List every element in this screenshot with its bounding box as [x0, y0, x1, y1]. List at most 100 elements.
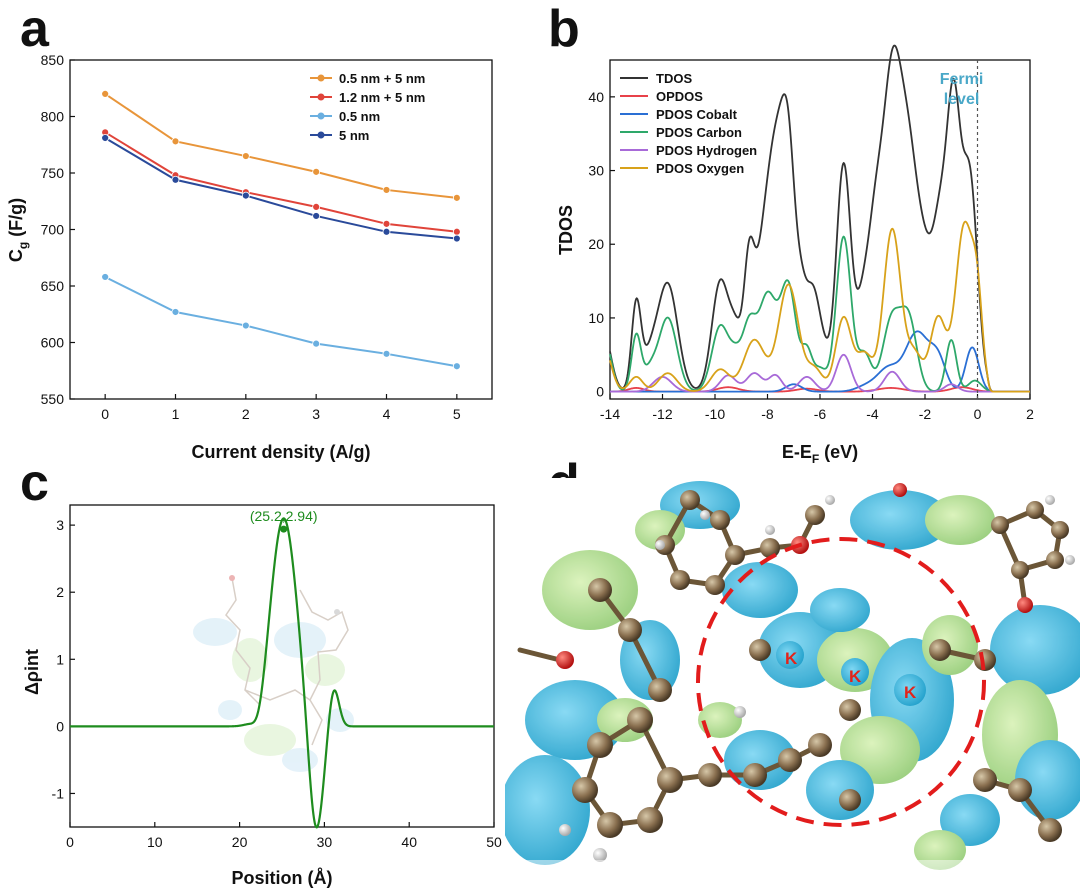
panel-a-xtick-label: 4 — [383, 406, 391, 422]
panel-a-data-point — [101, 134, 110, 142]
panel-b-series-line — [609, 235, 1030, 393]
panel-b-xtick-label: -8 — [761, 406, 774, 422]
panel-b-xlabel: E-EF (eV) — [782, 442, 858, 466]
panel-a-data-point — [241, 321, 250, 330]
panel-a-data-point — [382, 227, 391, 236]
panel-b-series-line — [609, 44, 1030, 393]
panel-c-peak-marker — [280, 525, 288, 533]
panel-b-xtick-label: -14 — [600, 406, 620, 422]
panel-c-ytick-label: 3 — [56, 517, 64, 533]
panel-a-data-point — [382, 349, 391, 358]
panel-c-ylabel: Δρint — [22, 649, 42, 695]
panel-a-ytick-label: 700 — [41, 222, 65, 238]
panel-b-ytick-label: 0 — [596, 384, 604, 400]
k-ion-label-3: K — [904, 683, 917, 702]
panel-a-ylabel: Cg (F/g) — [6, 198, 30, 262]
panel-a-xlabel: Current density (A/g) — [191, 442, 370, 462]
panel-a-series-line — [104, 276, 458, 368]
panel-a-legend-marker — [317, 74, 325, 82]
panel-b-xtick-label: -6 — [814, 406, 827, 422]
panel-c-ytick-label: 1 — [56, 651, 64, 667]
highlight-dashed-circle — [696, 537, 986, 827]
panel-a-data-point — [312, 167, 321, 176]
panel-b-xtick-label: -12 — [652, 406, 672, 422]
panel-b-legend-label: PDOS Oxygen — [656, 161, 744, 176]
panel-a-data-point — [452, 193, 461, 202]
k-ion-label-2: K — [849, 667, 862, 686]
panel-c-xtick-label: 20 — [232, 834, 248, 850]
panel-b-xlabel-main: E-E — [782, 442, 812, 462]
panel-a-data-point — [452, 362, 461, 371]
panel-b-xtick-label: -2 — [919, 406, 932, 422]
panel-c-xtick-label: 40 — [401, 834, 417, 850]
panel-b-xlabel-sub: F — [812, 452, 819, 466]
panel-b-series-line — [609, 220, 1030, 393]
panel-a-chart: 0 1 2 3 4 5 550 600 650 700 750 800 850 0.5 nm + 5 n… — [6, 52, 493, 462]
panel-b-ytick-label: 40 — [588, 89, 604, 105]
panel-b-xtick-label: -10 — [705, 406, 725, 422]
panel-b-ytick-label: 30 — [588, 163, 604, 179]
panel-c-frame — [69, 504, 495, 828]
panel-b-legend-label: PDOS Carbon — [656, 125, 742, 140]
panel-a-xtick-label: 1 — [172, 406, 180, 422]
panel-c-xtick-label: 0 — [66, 834, 74, 850]
k-ion-label-1: K — [785, 649, 798, 668]
panel-c-molecule-illustration — [193, 575, 354, 772]
panel-b-ytick-label: 10 — [588, 310, 604, 326]
panel-b-xtick-label: 2 — [1026, 406, 1034, 422]
panel-a-legend-marker — [317, 112, 325, 120]
panel-c-xtick-label: 30 — [317, 834, 333, 850]
panel-a-data-point — [101, 273, 110, 281]
panel-a-data-point — [382, 186, 391, 194]
panel-c-letter: c — [20, 454, 49, 512]
panel-b-legend-label: PDOS Hydrogen — [656, 143, 757, 158]
panel-a-ylabel-unit: (F/g) — [6, 198, 26, 242]
panel-a-series-line — [104, 131, 457, 233]
panel-a-data-point — [241, 152, 250, 160]
panel-a-ytick-label: 650 — [41, 278, 65, 294]
panel-a-xtick-label: 3 — [312, 406, 320, 422]
panel-a-data-point — [171, 175, 180, 184]
panel-a-data-point — [452, 234, 461, 243]
panel-a-legend-label: 1.2 nm + 5 nm — [339, 90, 425, 105]
panel-a-legend-marker — [317, 131, 325, 139]
panel-c-xtick-label: 10 — [147, 834, 163, 850]
panel-a-xtick-label: 0 — [101, 406, 109, 422]
panel-c-ytick-label: 0 — [56, 718, 64, 734]
panel-a-ylabel-sub: g — [16, 242, 30, 249]
panel-a-data-point — [171, 308, 180, 316]
panel-b-xlabel-unit: (eV) — [819, 442, 858, 462]
panel-c-chart: 0 10 20 30 40 50 -1 0 1 2 3 (25.2,2.94) Position (… — [22, 504, 502, 888]
panel-b-legend-label: OPDOS — [656, 89, 703, 104]
panel-a-data-point — [312, 212, 321, 220]
panel-b-letter: b — [548, 0, 580, 58]
panel-a-ytick-label: 600 — [41, 335, 65, 351]
fermi-annotation-line1: Fermi — [940, 71, 984, 88]
panel-a-letter: a — [20, 0, 50, 58]
panel-a-data-point — [101, 90, 110, 98]
panel-b-xtick-label: 0 — [974, 406, 982, 422]
panel-a-data-point — [312, 202, 321, 211]
panel-a-legend-label: 0.5 nm + 5 nm — [339, 71, 425, 86]
panel-b-ylabel: TDOS — [556, 205, 576, 255]
panel-b-series-line — [610, 353, 1030, 393]
panel-a-xtick-label: 2 — [242, 406, 250, 422]
panel-b-ytick-label: 20 — [588, 236, 604, 252]
panel-a-ytick-label: 850 — [41, 52, 65, 68]
panel-b-legend-label: TDOS — [656, 71, 692, 86]
panel-b-xtick-label: -4 — [866, 406, 879, 422]
panel-a-series-line — [104, 137, 457, 240]
panel-a-legend-label: 5 nm — [339, 128, 369, 143]
panel-c-xlabel: Position (Å) — [232, 868, 333, 888]
panel-a-data-point — [241, 191, 250, 200]
panel-a-xtick-label: 5 — [453, 406, 461, 422]
panel-a-ytick-label: 800 — [41, 109, 65, 125]
panel-a-ytick-label: 750 — [41, 165, 65, 181]
panel-d-illustration: K K K — [505, 478, 1080, 892]
panel-a-series-line — [104, 93, 457, 199]
panel-c-xtick-label: 50 — [486, 834, 502, 850]
panel-a-data-point — [312, 339, 321, 348]
panel-a-legend-marker — [317, 93, 325, 101]
